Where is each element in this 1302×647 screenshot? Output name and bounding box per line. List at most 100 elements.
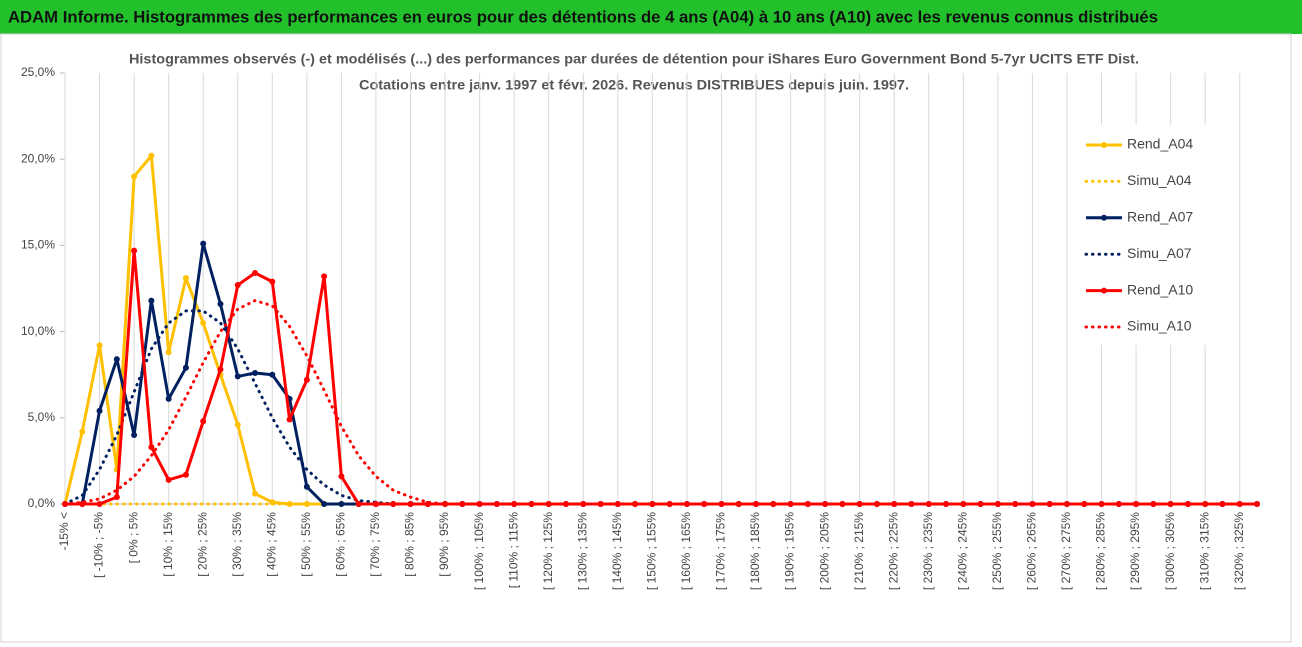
x-tick-label: [ 120% ; 125% xyxy=(541,512,555,590)
data-point xyxy=(165,395,172,402)
x-tick-label: [ 230% ; 235% xyxy=(921,512,935,590)
x-tick-label: [ 40% ; 45% xyxy=(264,512,278,577)
x-tick-label: [ 30% ; 35% xyxy=(230,512,244,577)
data-point xyxy=(96,407,103,414)
data-point xyxy=(597,501,604,507)
legend-marker xyxy=(1101,214,1107,221)
x-tick-label: [ 290% ; 295% xyxy=(1128,512,1142,590)
legend-marker xyxy=(1101,142,1107,148)
x-tick-label: [ 70% ; 75% xyxy=(368,512,382,577)
data-point xyxy=(735,501,742,507)
data-point xyxy=(131,432,138,439)
legend-label: Simu_A04 xyxy=(1127,172,1192,188)
data-point xyxy=(787,501,794,507)
header-title: ADAM Informe. Histogrammes des performan… xyxy=(8,7,1158,26)
x-tick-label: [ 50% ; 55% xyxy=(299,512,313,577)
data-point xyxy=(252,490,259,497)
x-tick-label: [ 200% ; 205% xyxy=(817,512,831,590)
x-tick-label: [ 260% ; 265% xyxy=(1025,512,1039,590)
legend-box xyxy=(1075,125,1235,345)
data-point xyxy=(234,282,241,289)
data-point xyxy=(1202,501,1209,507)
data-point xyxy=(476,501,483,507)
legend-label: Rend_A04 xyxy=(1127,136,1193,152)
data-point xyxy=(286,416,293,423)
data-point xyxy=(1184,501,1191,507)
y-tick-label: 5,0% xyxy=(28,410,56,424)
data-point xyxy=(839,501,846,507)
legend-label: Simu_A07 xyxy=(1127,245,1192,261)
data-point xyxy=(286,501,293,507)
data-point xyxy=(943,501,950,507)
legend-marker xyxy=(1101,287,1107,294)
data-point xyxy=(493,501,500,507)
data-point xyxy=(303,483,310,490)
data-point xyxy=(338,501,345,507)
data-point xyxy=(165,476,172,483)
y-tick-label: 0,0% xyxy=(28,496,56,510)
x-tick-label: [ 20% ; 25% xyxy=(195,512,209,577)
data-point xyxy=(165,349,172,356)
data-point xyxy=(355,501,362,507)
data-point xyxy=(390,501,397,507)
y-tick-label: 15,0% xyxy=(21,238,55,252)
data-point xyxy=(1046,501,1053,507)
data-point xyxy=(321,273,328,280)
x-tick-label: [ 130% ; 135% xyxy=(575,512,589,590)
data-point xyxy=(545,501,552,507)
legend-label: Simu_A10 xyxy=(1127,318,1192,334)
data-point xyxy=(269,371,276,378)
data-point xyxy=(372,501,379,507)
data-point xyxy=(269,278,276,285)
x-tick-label: [ 180% ; 185% xyxy=(748,512,762,590)
x-tick-label: [ 140% ; 145% xyxy=(610,512,624,590)
x-tick-label: [ 300% ; 305% xyxy=(1163,512,1177,590)
data-point xyxy=(113,356,120,363)
data-point xyxy=(131,173,138,180)
data-point xyxy=(182,364,189,371)
data-point xyxy=(200,240,207,247)
series-line xyxy=(63,299,1259,506)
header-bar xyxy=(0,0,1302,34)
data-point xyxy=(217,366,224,373)
data-point xyxy=(683,501,690,507)
data-point xyxy=(1098,501,1105,507)
data-point xyxy=(200,319,207,326)
x-tick-label: [ 10% ; 15% xyxy=(161,512,175,577)
data-point xyxy=(131,247,138,254)
data-point xyxy=(701,501,708,507)
data-point xyxy=(580,501,587,507)
x-tick-label: [ 320% ; 325% xyxy=(1232,512,1246,590)
legend-label: Rend_A10 xyxy=(1127,281,1193,297)
x-tick-label: [ 90% ; 95% xyxy=(437,512,451,577)
x-tick-label: [ 110% ; 115% xyxy=(506,512,520,589)
data-point xyxy=(321,501,328,507)
x-tick-label: [ 60% ; 65% xyxy=(334,512,348,577)
x-tick-label: [ -10% ; -5% xyxy=(92,512,106,578)
data-point xyxy=(442,501,449,507)
data-point xyxy=(1150,501,1157,507)
data-point xyxy=(1254,501,1260,507)
data-point xyxy=(79,428,86,435)
legend-label: Rend_A07 xyxy=(1127,209,1193,225)
data-point xyxy=(200,418,207,425)
x-tick-label: [ 190% ; 195% xyxy=(783,512,797,590)
x-tick-label: [ 280% ; 285% xyxy=(1094,512,1108,590)
y-tick-label: 25,0% xyxy=(21,65,55,79)
data-point xyxy=(148,444,155,451)
plot xyxy=(62,152,1260,507)
x-tick-label: [ 100% ; 105% xyxy=(472,512,486,590)
y-tick-label: 10,0% xyxy=(21,324,55,338)
x-tick-label: -15% < xyxy=(57,512,71,550)
data-point xyxy=(407,501,414,507)
x-tick-label: [ 210% ; 215% xyxy=(852,512,866,590)
data-point xyxy=(252,369,259,376)
x-tick-label: [ 250% ; 255% xyxy=(990,512,1004,590)
data-point xyxy=(148,297,155,304)
data-point xyxy=(1236,501,1243,507)
x-tick-label: [ 240% ; 245% xyxy=(955,512,969,590)
data-point xyxy=(148,152,155,159)
grid: 0,0% 5,0% 10,0% 15,0% 20,0% 25,0% -15% < [ -10%… xyxy=(21,65,1257,590)
